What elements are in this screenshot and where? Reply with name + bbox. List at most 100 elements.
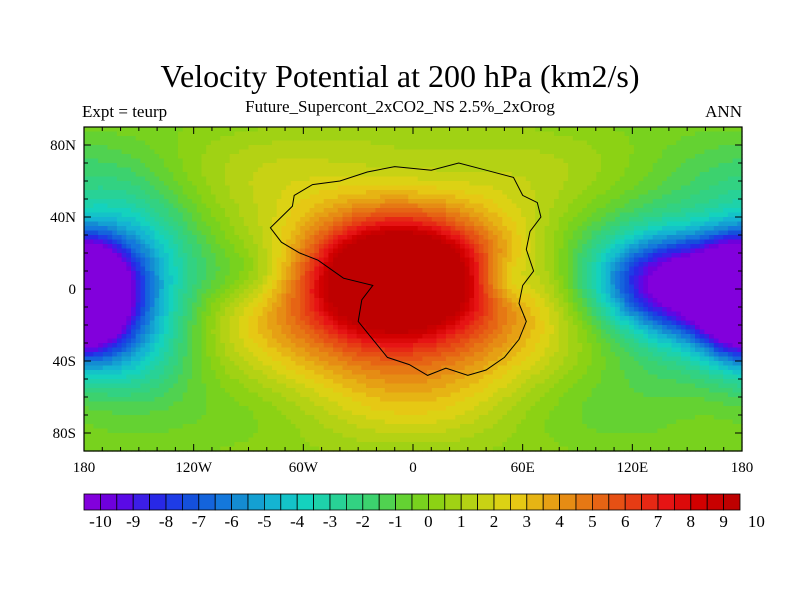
field-cell: [521, 136, 527, 142]
field-cell: [375, 217, 381, 223]
field-cell: [586, 172, 593, 178]
field-cell: [84, 145, 90, 151]
field-cell: [215, 208, 221, 214]
field-cell: [436, 194, 442, 200]
field-cell: [558, 185, 564, 191]
field-cell: [145, 226, 151, 232]
field-cell: [624, 221, 630, 227]
field-cell: [135, 226, 141, 232]
field-cell: [333, 280, 339, 286]
field-cell: [384, 253, 391, 259]
field-cell: [290, 131, 297, 137]
field-cell: [295, 167, 301, 173]
field-cell: [215, 203, 221, 209]
field-cell: [657, 145, 663, 151]
field-cell: [497, 136, 503, 142]
field-cell: [408, 212, 414, 218]
field-cell: [605, 239, 611, 245]
field-cell: [323, 266, 329, 272]
field-cell: [699, 154, 705, 160]
field-cell: [131, 221, 137, 227]
field-cell: [469, 199, 475, 205]
field-cell: [206, 221, 212, 227]
field-cell: [159, 271, 165, 277]
field-cell: [582, 181, 588, 187]
field-cell: [558, 244, 564, 250]
field-cell: [521, 266, 527, 272]
field-cell: [502, 257, 508, 263]
field-cell: [389, 140, 395, 146]
field-cell: [281, 226, 287, 232]
field-cell: [206, 280, 212, 286]
field-cell: [163, 275, 170, 281]
field-cell: [347, 131, 353, 137]
field-cell: [394, 284, 400, 290]
field-cell: [648, 235, 654, 241]
field-cell: [304, 253, 311, 259]
field-cell: [582, 176, 588, 182]
field-cell: [168, 163, 174, 169]
field-cell: [685, 158, 691, 164]
field-cell: [234, 131, 240, 137]
field-cell: [596, 212, 602, 218]
field-cell: [140, 235, 146, 241]
field-cell: [549, 239, 555, 245]
field-cell: [351, 253, 358, 259]
field-cell: [601, 127, 607, 133]
field-cell: [225, 167, 231, 173]
field-cell: [314, 127, 320, 133]
field-cell: [225, 275, 231, 281]
field-cell: [300, 163, 306, 169]
field-cell: [718, 190, 724, 196]
field-cell: [413, 136, 419, 142]
field-cell: [328, 149, 334, 155]
field-cell: [554, 185, 560, 191]
field-cell: [516, 230, 522, 236]
field-cell: [648, 253, 654, 259]
field-cell: [140, 271, 146, 277]
field-cell: [131, 208, 137, 214]
field-cell: [201, 244, 207, 250]
field-cell: [389, 190, 395, 196]
field-cell: [610, 176, 616, 182]
field-cell: [718, 167, 724, 173]
field-cell: [225, 284, 231, 290]
field-cell: [427, 127, 433, 133]
field-cell: [704, 131, 710, 137]
field-cell: [723, 275, 729, 281]
field-cell: [220, 230, 226, 236]
field-cell: [187, 239, 193, 245]
field-cell: [276, 208, 282, 214]
field-cell: [718, 248, 724, 254]
field-cell: [629, 230, 635, 236]
field-cell: [304, 190, 311, 196]
field-cell: [436, 145, 442, 151]
field-cell: [591, 131, 597, 137]
field-cell: [149, 140, 156, 146]
field-cell: [652, 127, 658, 133]
field-cell: [497, 131, 503, 137]
field-cell: [629, 217, 635, 223]
field-cell: [126, 185, 132, 191]
field-cell: [657, 131, 663, 137]
field-cell: [427, 154, 433, 160]
field-cell: [286, 154, 292, 160]
field-cell: [521, 145, 527, 151]
field-cell: [657, 235, 663, 241]
field-cell: [460, 284, 466, 290]
field-cell: [267, 145, 273, 151]
field-cell: [210, 172, 217, 178]
field-cell: [563, 194, 569, 200]
field-cell: [666, 239, 673, 245]
field-cell: [107, 226, 113, 232]
field-cell: [450, 131, 456, 137]
field-cell: [535, 244, 541, 250]
field-cell: [502, 253, 508, 259]
field-cell: [140, 181, 146, 187]
field-cell: [361, 235, 367, 241]
field-cell: [666, 181, 673, 187]
field-cell: [272, 266, 278, 272]
field-cell: [225, 145, 231, 151]
field-cell: [84, 208, 90, 214]
field-cell: [257, 140, 264, 146]
